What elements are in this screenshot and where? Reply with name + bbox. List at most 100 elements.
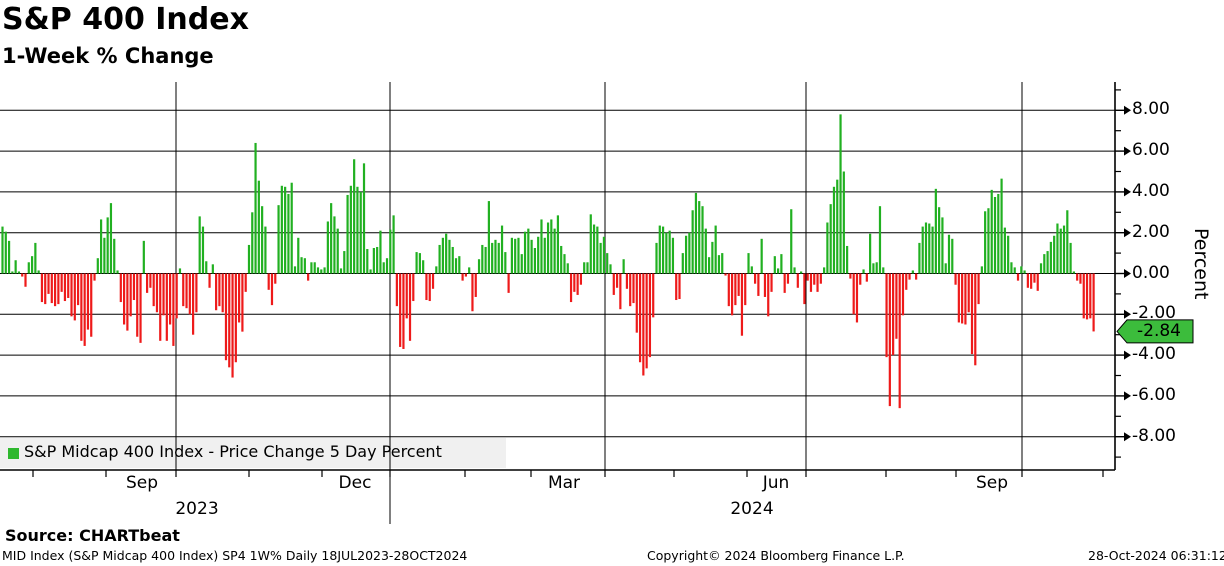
bar <box>990 189 993 274</box>
legend-swatch-icon <box>8 448 19 459</box>
bar <box>1089 273 1092 319</box>
bar <box>34 242 37 274</box>
y-tick-arrow-icon <box>1124 269 1131 278</box>
bar <box>783 273 786 293</box>
bar <box>832 186 836 274</box>
bar <box>905 273 908 290</box>
bar <box>379 230 382 274</box>
bar <box>885 273 888 358</box>
bar <box>474 273 477 297</box>
bar <box>1020 266 1023 274</box>
bar <box>399 273 402 347</box>
bar <box>928 223 931 274</box>
bar <box>385 258 389 274</box>
last-value-tag-shape <box>1116 319 1194 344</box>
bar <box>543 237 546 274</box>
bar <box>546 222 550 274</box>
bar <box>165 273 168 341</box>
bar <box>757 273 760 296</box>
bar <box>504 252 507 274</box>
bar <box>510 237 513 274</box>
bar <box>369 269 372 274</box>
bar <box>234 273 237 363</box>
bar <box>297 237 300 274</box>
bar <box>977 273 980 305</box>
bar <box>740 273 744 336</box>
bar <box>1085 273 1089 320</box>
bar <box>869 233 872 274</box>
bar <box>1046 251 1049 274</box>
bar <box>211 264 214 274</box>
bar <box>497 242 500 274</box>
bar <box>339 268 343 274</box>
bar <box>944 263 947 274</box>
legend-label: S&P Midcap 400 Index - Price Change 5 Da… <box>24 442 442 461</box>
bar <box>172 273 175 346</box>
bar <box>1013 267 1016 274</box>
legend-background <box>0 438 506 468</box>
bar <box>1059 228 1062 274</box>
bar <box>441 237 444 274</box>
bar <box>872 263 875 274</box>
bar <box>813 273 816 285</box>
bar <box>573 273 576 292</box>
bar <box>487 201 490 274</box>
bar <box>106 217 109 274</box>
bar <box>694 192 698 274</box>
bar <box>602 236 606 274</box>
bar <box>47 273 50 294</box>
footer-description: MID Index (S&P Midcap 400 Index) SP4 1W%… <box>2 548 468 563</box>
bar <box>592 224 596 274</box>
bar <box>293 266 297 274</box>
bar <box>892 273 895 356</box>
y-tick-arrow-icon <box>1124 350 1131 360</box>
bar <box>431 273 435 289</box>
bar <box>974 273 977 366</box>
bar <box>704 228 707 274</box>
bar <box>122 273 126 325</box>
bar <box>53 273 57 307</box>
bar <box>714 225 717 274</box>
bar <box>402 273 405 349</box>
bar <box>717 255 721 274</box>
bar <box>333 216 336 274</box>
bar <box>228 273 231 368</box>
bar <box>668 230 671 274</box>
bar <box>448 239 451 274</box>
bar <box>491 242 494 274</box>
bar <box>310 262 313 274</box>
bar <box>596 226 599 274</box>
bar <box>566 263 569 274</box>
bar <box>90 273 93 337</box>
bar <box>129 273 132 317</box>
bar <box>760 238 763 274</box>
bar <box>464 273 467 277</box>
bar <box>823 267 826 274</box>
bar <box>514 238 517 274</box>
bar <box>579 273 583 285</box>
bar <box>537 236 540 274</box>
bar <box>113 238 116 274</box>
bar <box>678 273 681 299</box>
bar <box>701 206 704 274</box>
bar <box>855 273 859 323</box>
bar <box>895 273 898 339</box>
bar <box>267 273 270 290</box>
bar <box>773 256 776 274</box>
bar <box>730 273 734 316</box>
bar <box>389 229 392 274</box>
bar <box>438 244 441 274</box>
bar <box>494 239 497 274</box>
bar <box>615 273 619 288</box>
bar <box>750 266 753 274</box>
bar <box>984 211 987 274</box>
bar <box>1016 273 1020 281</box>
bar <box>96 258 99 274</box>
bar <box>119 273 122 303</box>
bar <box>320 269 323 274</box>
bar <box>132 273 136 301</box>
bar <box>428 273 431 302</box>
bar <box>800 271 803 274</box>
bar <box>655 242 658 274</box>
